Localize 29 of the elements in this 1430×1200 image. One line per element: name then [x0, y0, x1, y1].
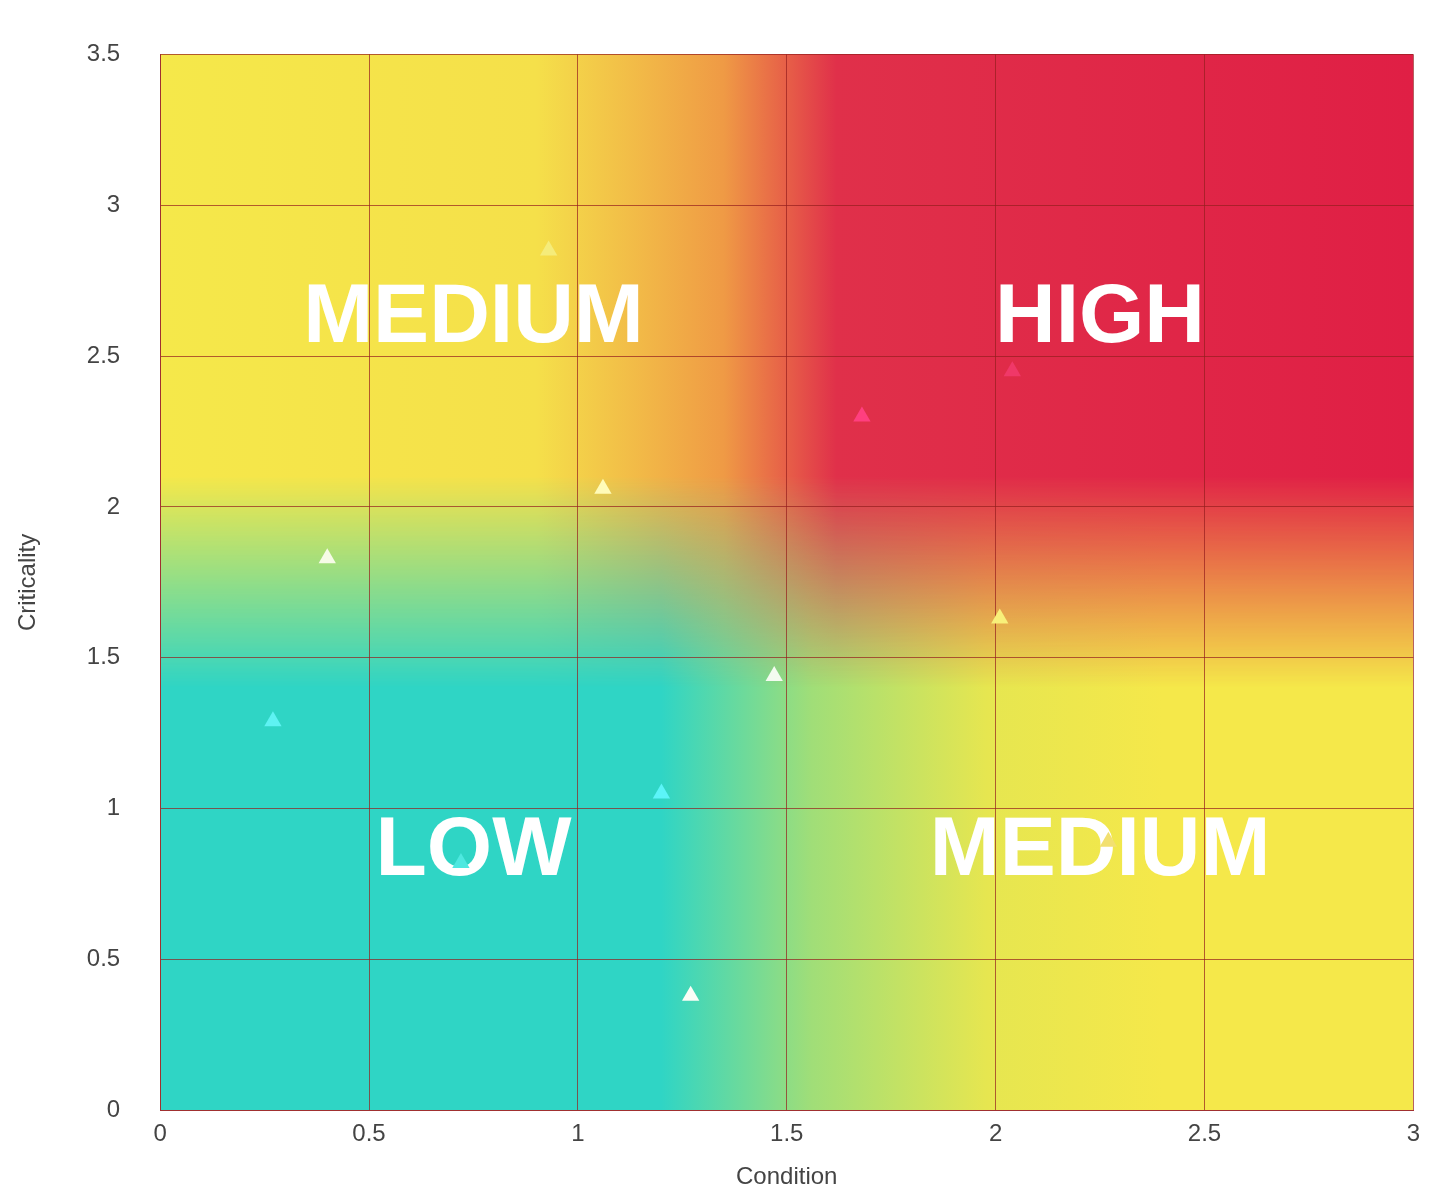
point: [594, 478, 612, 494]
y-tick-label: 0.5: [86, 944, 121, 972]
point: [264, 711, 282, 727]
point: [853, 406, 871, 422]
point: [765, 665, 783, 681]
y-tick-label: 1.5: [86, 642, 121, 670]
x-tick-label: 1.5: [770, 1119, 804, 1147]
x-tick-label: 0: [153, 1119, 167, 1147]
y-tick-label: 3.5: [86, 39, 121, 67]
y-tick-label: 0: [106, 1095, 121, 1123]
y-axis-title: Criticality: [13, 533, 41, 632]
x-tick-label: 0.5: [352, 1119, 386, 1147]
y-tick-label: 2: [106, 491, 121, 519]
y-tick-label: 3: [106, 189, 121, 217]
point: [1003, 361, 1021, 377]
x-tick-label: 3: [1406, 1119, 1421, 1147]
point: [318, 548, 336, 564]
point: [539, 240, 558, 256]
x-axis-title: Condition: [736, 1162, 838, 1190]
point: [991, 608, 1009, 624]
x-tick-label: 2.5: [1187, 1119, 1222, 1147]
annotation: HIGH: [995, 265, 1206, 360]
point: [682, 985, 700, 1001]
x-tick-label: 2: [988, 1119, 1003, 1147]
y-tick-label: 2.5: [86, 340, 121, 368]
annotation: LOW: [375, 798, 573, 893]
x-tick-label: 1: [571, 1119, 585, 1147]
y-tick-label: 1: [106, 793, 121, 821]
point: [652, 783, 671, 799]
